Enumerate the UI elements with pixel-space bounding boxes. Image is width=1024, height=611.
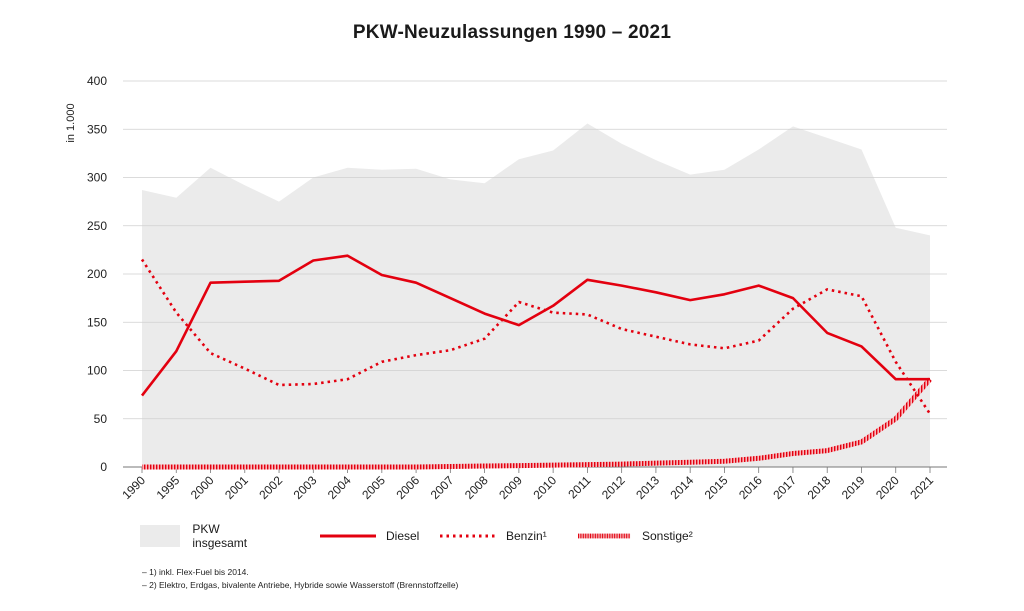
x-tick-label: 2003 — [291, 473, 320, 502]
footnote-2: – 2) Elektro, Erdgas, bivalente Antriebe… — [142, 580, 459, 590]
legend-swatch-hatched — [578, 533, 631, 539]
x-tick-label: 2014 — [668, 473, 697, 502]
series-line-diesel — [140, 254, 930, 397]
x-tick-label: 2009 — [496, 473, 525, 502]
y-tick-label: 250 — [87, 219, 107, 233]
x-tick-label: 2002 — [256, 473, 285, 502]
legend-swatch-solid — [320, 534, 376, 538]
x-tick-label: 2000 — [188, 473, 217, 502]
legend-label-benzin: Benzin¹ — [506, 529, 547, 543]
x-tick-label: 2006 — [393, 473, 422, 502]
y-tick-label: 100 — [87, 364, 107, 378]
x-tick-label: 2019 — [839, 473, 868, 502]
x-tick-label: 2017 — [770, 473, 799, 502]
legend-swatch-area — [140, 525, 181, 547]
y-tick-label: 0 — [100, 460, 107, 474]
x-tick-label: 2001 — [222, 473, 251, 502]
y-tick-label: 150 — [87, 315, 107, 329]
x-tick-label: 2007 — [428, 473, 457, 502]
x-tick-label: 2012 — [599, 473, 628, 502]
x-tick-label: 1990 — [119, 473, 148, 502]
chart-title: PKW-Neuzulassungen 1990 – 2021 — [352, 22, 672, 43]
series-area-pkw-insgesamt — [142, 123, 930, 467]
y-axis-label: in 1.000 — [65, 103, 77, 142]
x-tick-label: 2011 — [565, 473, 593, 501]
x-tick-label: 2010 — [530, 473, 559, 502]
y-tick-label: 200 — [87, 267, 107, 281]
x-tick-label: 2005 — [359, 473, 388, 502]
x-tick-label: 2013 — [633, 473, 662, 502]
legend-item-benzin: Benzin¹ — [440, 524, 547, 548]
legend-item-diesel: Diesel — [320, 524, 419, 548]
y-tick-label: 50 — [94, 412, 108, 426]
y-tick-label: 400 — [87, 74, 107, 88]
x-tick-label: 2020 — [873, 473, 902, 502]
x-tick-label: 2016 — [736, 473, 765, 502]
x-tick-label: 1995 — [154, 473, 183, 502]
legend-swatch-dotted — [440, 534, 496, 538]
legend-label-pkw-insgesamt: PKW insgesamt — [192, 522, 248, 550]
x-tick-label: 2008 — [462, 473, 491, 502]
x-tick-label: 2004 — [325, 473, 354, 502]
legend-label-diesel: Diesel — [386, 529, 420, 543]
legend-item-pkw-insgesamt: PKW insgesamt — [140, 522, 259, 550]
footnote-1: – 1) inkl. Flex-Fuel bis 2014. — [142, 567, 249, 577]
y-tick-label: 350 — [87, 122, 107, 136]
legend-label-sonstige: Sonstige² — [642, 529, 693, 543]
legend-item-sonstige: Sonstige² — [578, 524, 693, 548]
x-tick-label: 2015 — [702, 473, 731, 502]
x-tick-label: 2021 — [907, 473, 936, 502]
x-tick-label: 2018 — [805, 473, 834, 502]
series-line-sonstige — [142, 377, 932, 470]
y-tick-label: 300 — [87, 171, 107, 185]
